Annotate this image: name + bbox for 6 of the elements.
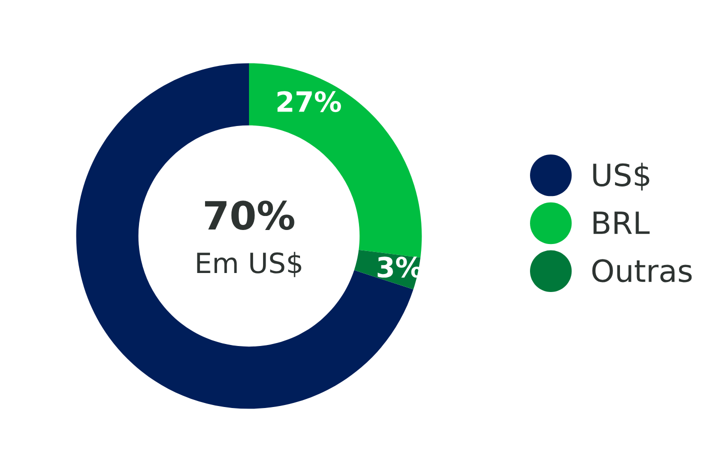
legend-label: US$: [593, 162, 650, 191]
text: 70%: [205, 200, 294, 230]
data-label: 27%: [278, 91, 341, 112]
legend-label: BRL: [594, 212, 650, 234]
legend-label: Outras: [592, 259, 692, 282]
text: Em US$: [197, 252, 302, 278]
